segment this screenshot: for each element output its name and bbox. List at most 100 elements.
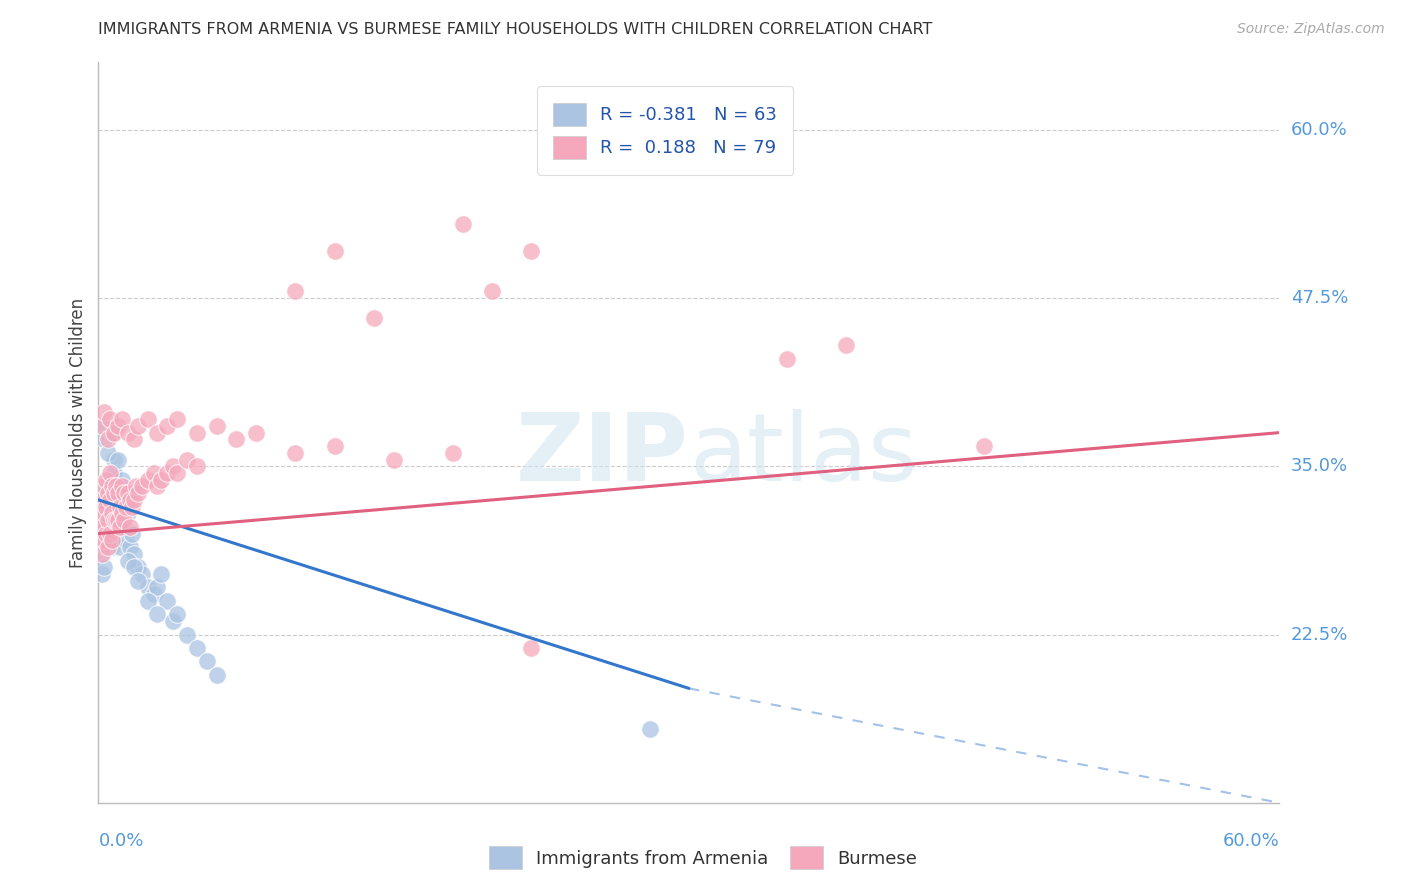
Point: [98, 526, 121, 541]
Point: [176, 452, 198, 467]
Point: [284, 285, 307, 299]
Point: [97, 513, 120, 527]
Point: [176, 627, 198, 641]
Point: [117, 507, 139, 521]
Point: [146, 581, 169, 595]
Point: [93, 507, 115, 521]
Point: [105, 479, 128, 493]
Legend: R = -0.381   N = 63, R =  0.188   N = 79: R = -0.381 N = 63, R = 0.188 N = 79: [537, 87, 793, 175]
Point: [89, 533, 111, 548]
Point: [97, 500, 120, 514]
Point: [127, 486, 149, 500]
Point: [98, 479, 121, 493]
Point: [107, 486, 129, 500]
Point: [118, 520, 141, 534]
Point: [93, 533, 115, 548]
Point: [89, 513, 111, 527]
Point: [121, 526, 143, 541]
Point: [323, 439, 346, 453]
Point: [186, 640, 208, 655]
Point: [101, 533, 124, 548]
Point: [91, 520, 114, 534]
Text: 47.5%: 47.5%: [1291, 289, 1348, 307]
Point: [93, 533, 115, 548]
Point: [111, 479, 134, 493]
Point: [284, 446, 307, 460]
Point: [205, 418, 228, 433]
Point: [136, 412, 159, 426]
Point: [117, 553, 139, 567]
Point: [131, 479, 153, 493]
Point: [111, 513, 134, 527]
Point: [91, 492, 114, 507]
Text: 60.0%: 60.0%: [1291, 120, 1347, 139]
Point: [131, 566, 153, 581]
Point: [98, 466, 121, 480]
Point: [103, 466, 125, 480]
Point: [107, 513, 129, 527]
Point: [93, 486, 115, 500]
Point: [125, 479, 148, 493]
Point: [225, 433, 247, 447]
Point: [835, 338, 858, 352]
Point: [112, 520, 135, 534]
Point: [107, 513, 129, 527]
Point: [105, 513, 128, 527]
Point: [162, 459, 184, 474]
Point: [93, 507, 115, 521]
Point: [136, 473, 159, 487]
Point: [146, 607, 169, 622]
Point: [127, 418, 149, 433]
Point: [101, 486, 124, 500]
Point: [103, 486, 125, 500]
Point: [122, 560, 145, 574]
Text: 35.0%: 35.0%: [1291, 458, 1348, 475]
Point: [98, 533, 121, 548]
Point: [103, 492, 125, 507]
Point: [98, 412, 121, 426]
Point: [101, 507, 124, 521]
Point: [111, 507, 134, 521]
Point: [142, 466, 165, 480]
Point: [97, 473, 120, 487]
Point: [121, 500, 143, 514]
Point: [91, 547, 114, 561]
Point: [166, 607, 188, 622]
Point: [89, 513, 111, 527]
Point: [146, 479, 169, 493]
Text: atlas: atlas: [689, 409, 917, 500]
Point: [122, 433, 145, 447]
Point: [93, 433, 115, 447]
Point: [451, 217, 474, 231]
Point: [93, 560, 115, 574]
Point: [108, 507, 131, 521]
Point: [481, 285, 503, 299]
Point: [245, 425, 267, 440]
Point: [363, 311, 385, 326]
Point: [91, 500, 114, 514]
Point: [186, 425, 208, 440]
Point: [150, 566, 173, 581]
Point: [156, 594, 179, 608]
Point: [150, 473, 173, 487]
Point: [156, 418, 179, 433]
Point: [382, 452, 405, 467]
Point: [115, 533, 138, 548]
Point: [122, 492, 145, 507]
Point: [96, 540, 118, 554]
Point: [142, 587, 165, 601]
Point: [112, 486, 135, 500]
Point: [166, 466, 188, 480]
Point: [91, 418, 114, 433]
Point: [166, 412, 188, 426]
Point: [97, 433, 120, 447]
Text: 0.0%: 0.0%: [98, 832, 143, 850]
Point: [111, 412, 134, 426]
Text: ZIP: ZIP: [516, 409, 689, 500]
Point: [122, 547, 145, 561]
Point: [127, 574, 149, 588]
Point: [98, 492, 121, 507]
Point: [118, 492, 141, 507]
Point: [195, 655, 218, 669]
Point: [107, 452, 129, 467]
